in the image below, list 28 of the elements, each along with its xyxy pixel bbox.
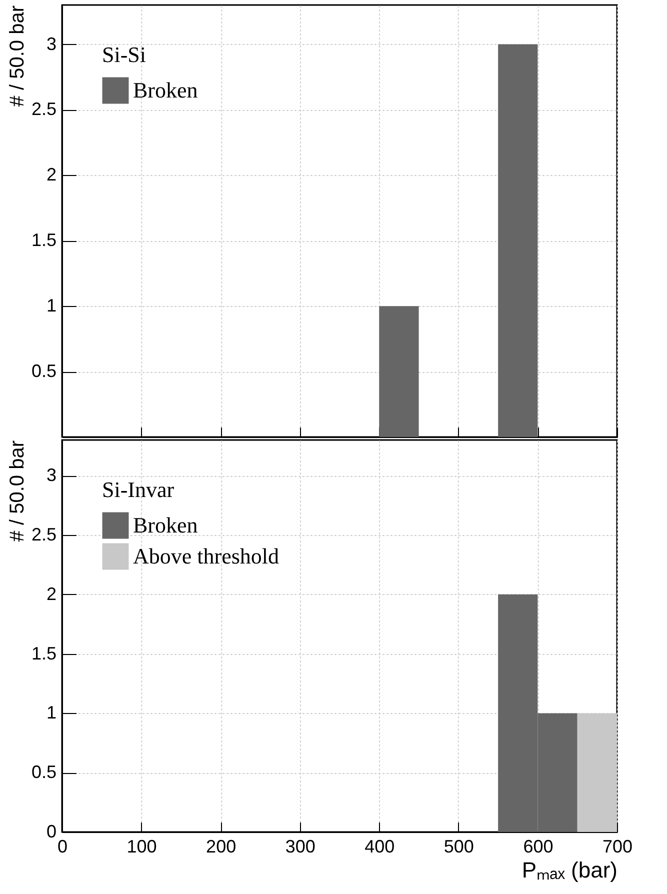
legend-title: Si-Si bbox=[102, 42, 146, 67]
y-tick-label: 2 bbox=[46, 584, 56, 604]
y-tick-label: 2 bbox=[46, 164, 56, 185]
y-tick-label: 0.5 bbox=[31, 361, 56, 382]
y-tick-label: 1 bbox=[46, 702, 56, 723]
x-tick-label: 700 bbox=[602, 836, 633, 856]
y-tick-label: 0.5 bbox=[31, 762, 56, 782]
y-tick-label: 1.5 bbox=[31, 643, 56, 664]
x-tick-label: 100 bbox=[126, 836, 157, 856]
y-tick-label: 1 bbox=[46, 296, 56, 316]
y-tick-label: 1.5 bbox=[31, 230, 56, 250]
x-tick-label: 400 bbox=[364, 836, 395, 856]
y-tick-label: 3 bbox=[46, 465, 56, 486]
y-tick-label: 2.5 bbox=[31, 524, 56, 545]
y-tick-label: 3 bbox=[46, 34, 56, 54]
x-tick-label: 200 bbox=[206, 836, 236, 856]
x-axis-title: Pₘₐₓ (bar) bbox=[522, 858, 618, 882]
y-axis-title: # / 50.0 bar bbox=[6, 440, 28, 542]
legend-label: Broken bbox=[133, 78, 198, 102]
x-tick-label: 600 bbox=[523, 836, 554, 856]
y-tick-label: 0 bbox=[46, 822, 56, 842]
y-tick-label: 2.5 bbox=[31, 99, 56, 120]
x-tick-label: 300 bbox=[285, 836, 316, 856]
x-tick-label: 500 bbox=[444, 836, 474, 856]
legend-title: Si-Invar bbox=[102, 477, 175, 502]
legend-label: Broken bbox=[133, 512, 198, 538]
legend-label: Above threshold bbox=[133, 544, 280, 568]
y-axis-title: # / 50.0 bar bbox=[6, 5, 28, 107]
